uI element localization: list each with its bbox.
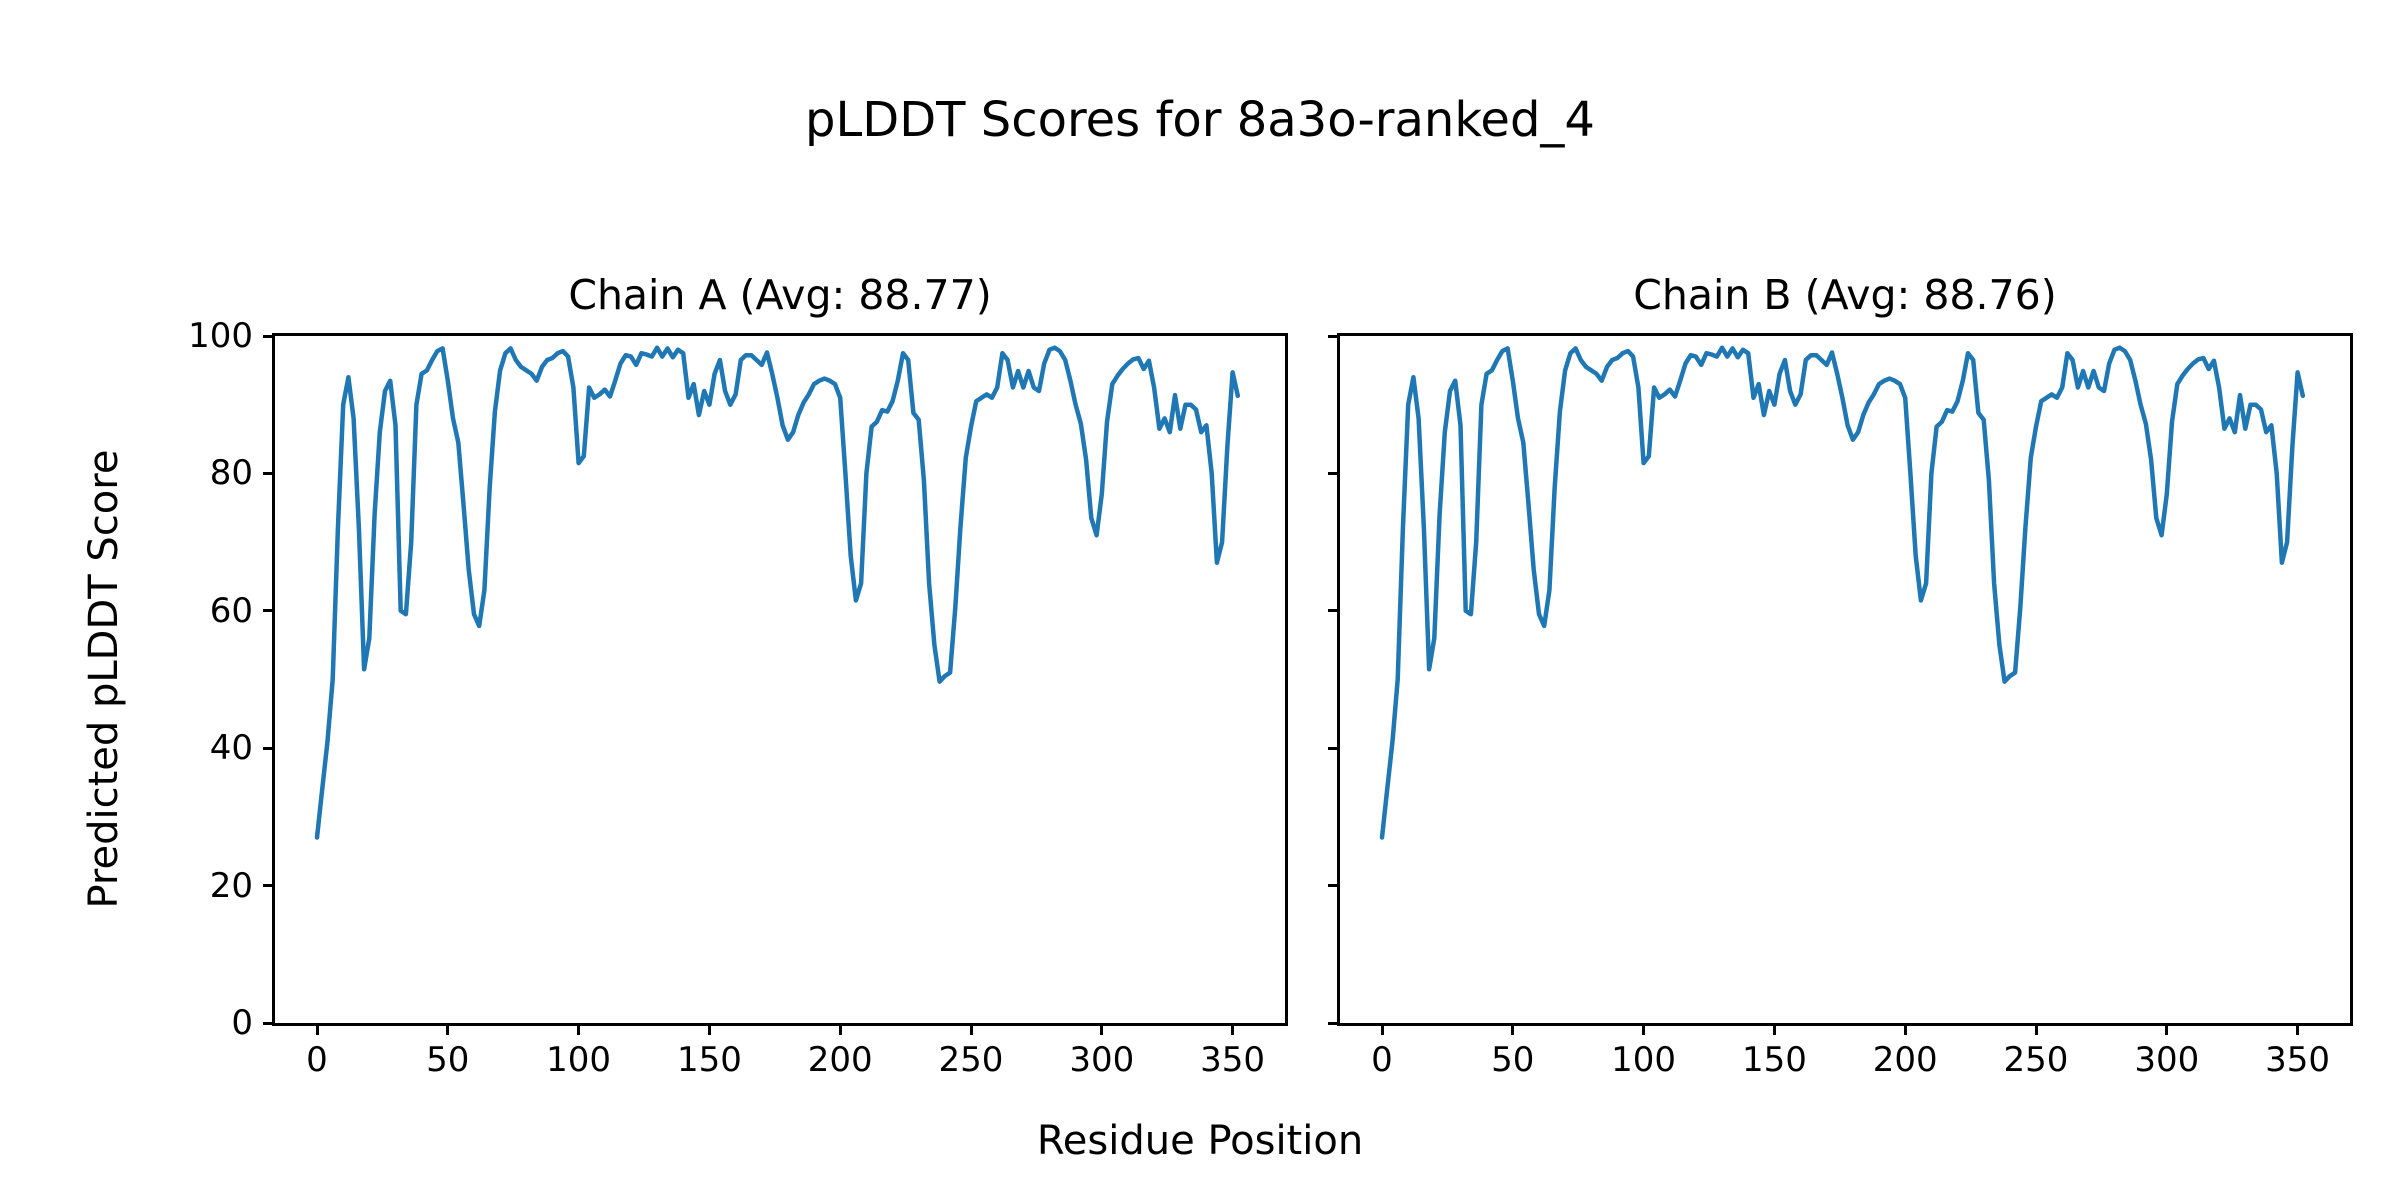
y-tick-mark xyxy=(263,746,272,750)
x-tick-label: 100 xyxy=(1611,1040,1677,1080)
x-tick-mark xyxy=(1231,1026,1235,1035)
x-tick-mark xyxy=(1100,1026,1104,1035)
chain-a-plot-area xyxy=(272,333,1288,1026)
x-tick-label: 0 xyxy=(1371,1040,1393,1080)
y-tick-mark xyxy=(1328,746,1337,750)
x-tick-mark xyxy=(2165,1026,2169,1035)
y-tick-mark xyxy=(1328,471,1337,475)
y-tick-label: 100 xyxy=(188,316,253,356)
x-tick-mark xyxy=(1511,1026,1515,1035)
x-tick-mark xyxy=(838,1026,842,1035)
y-tick-mark xyxy=(1328,609,1337,613)
plddt-line-chain-a xyxy=(314,345,1241,840)
subplot-title-chain-a: Chain A (Avg: 88.77) xyxy=(568,271,992,319)
x-tick-label: 300 xyxy=(1069,1040,1135,1080)
x-tick-mark xyxy=(577,1026,581,1035)
y-tick-mark xyxy=(263,334,272,338)
y-tick-label: 0 xyxy=(231,1003,253,1043)
y-tick-mark xyxy=(1328,1021,1337,1025)
y-tick-label: 60 xyxy=(209,590,253,631)
y-tick-mark xyxy=(263,471,272,475)
x-tick-label: 250 xyxy=(2003,1040,2069,1080)
x-tick-mark xyxy=(1772,1026,1776,1035)
x-tick-mark xyxy=(446,1026,450,1035)
x-axis-label: Residue Position xyxy=(1036,1118,1364,1164)
x-tick-mark xyxy=(2034,1026,2038,1035)
y-tick-mark xyxy=(263,1021,272,1025)
y-tick-label: 20 xyxy=(209,865,253,906)
y-axis-label: Predicted pLDDT Score xyxy=(81,449,127,909)
y-tick-mark xyxy=(263,609,272,613)
x-tick-label: 350 xyxy=(2265,1040,2331,1080)
x-tick-label: 50 xyxy=(426,1040,470,1080)
x-tick-label: 200 xyxy=(1872,1040,1938,1080)
x-tick-label: 150 xyxy=(676,1040,742,1080)
x-tick-mark xyxy=(1642,1026,1646,1035)
x-tick-label: 300 xyxy=(2134,1040,2200,1080)
chain-a-line-svg xyxy=(314,345,1241,840)
chain-b-line-svg xyxy=(1379,345,2306,840)
x-tick-label: 200 xyxy=(807,1040,873,1080)
figure-title: pLDDT Scores for 8a3o-ranked_4 xyxy=(805,92,1595,148)
x-tick-mark xyxy=(1903,1026,1907,1035)
x-tick-mark xyxy=(2296,1026,2300,1035)
subplot-title-chain-b: Chain B (Avg: 88.76) xyxy=(1633,271,2057,319)
x-tick-mark xyxy=(707,1026,711,1035)
y-tick-label: 80 xyxy=(209,453,253,494)
y-tick-mark xyxy=(263,884,272,888)
x-tick-label: 250 xyxy=(938,1040,1004,1080)
x-tick-label: 50 xyxy=(1491,1040,1535,1080)
x-tick-mark xyxy=(969,1026,973,1035)
y-tick-mark xyxy=(1328,334,1337,338)
x-tick-label: 100 xyxy=(546,1040,612,1080)
y-tick-label: 40 xyxy=(209,728,253,769)
plddt-line-chain-b xyxy=(1379,345,2306,840)
x-tick-label: 350 xyxy=(1200,1040,1266,1080)
x-tick-label: 0 xyxy=(306,1040,328,1080)
x-tick-mark xyxy=(1380,1026,1384,1035)
x-tick-label: 150 xyxy=(1741,1040,1807,1080)
x-tick-mark xyxy=(315,1026,319,1035)
chain-b-plot-area xyxy=(1337,333,2353,1026)
y-tick-mark xyxy=(1328,884,1337,888)
